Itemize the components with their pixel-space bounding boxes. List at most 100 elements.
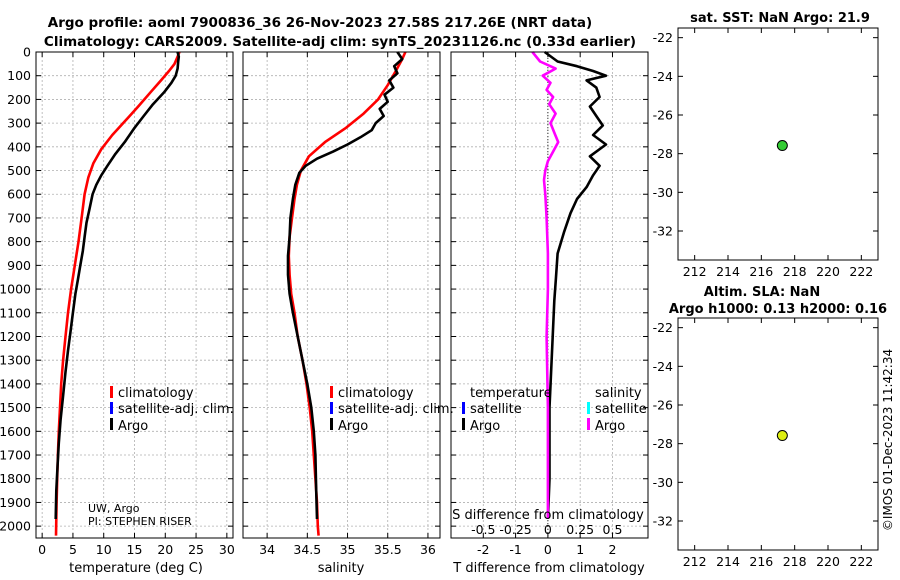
axes-frame (242, 51, 441, 539)
figure-title-line1: Argo profile: aoml 7900836_36 26-Nov-202… (48, 15, 592, 31)
altim-title-line2: Argo h1000: 0.13 h2000: 0.16 (669, 302, 887, 317)
map-frame (677, 317, 879, 551)
y-tick-label: 400 (7, 139, 31, 154)
x-tick-label: 15 (127, 542, 143, 557)
legend-t-argo-swatch (462, 418, 465, 430)
legend-s-argo-swatch (587, 418, 590, 430)
figure-title-line2: Climatology: CARS2009. Satellite-adj cli… (44, 34, 636, 50)
y-tick-label: 1500 (0, 400, 31, 415)
y-tick-label: 1100 (0, 305, 31, 320)
x-tick-label: 0 (544, 542, 552, 557)
y-tick-label: 1600 (0, 424, 31, 439)
y-tick-label: -24 (653, 69, 673, 84)
y-tick-label: -26 (653, 398, 673, 413)
y-tick-label: -32 (653, 514, 673, 529)
y-tick-label: -26 (653, 108, 673, 123)
x-tick-label: 222 (849, 554, 873, 569)
salinity-xlabel: salinity (318, 561, 365, 576)
legend-climatology-label: climatology (118, 386, 194, 401)
y-tick-label: 1200 (0, 329, 31, 344)
x-tick-label: 220 (816, 264, 840, 279)
legend-argo-label: Argo (118, 419, 148, 434)
x-tick-label: 216 (749, 554, 773, 569)
x-tick-label: 218 (783, 264, 807, 279)
y-tick-label: -22 (653, 30, 673, 45)
x-tick-label: 214 (716, 554, 740, 569)
y-tick-label: -22 (653, 320, 673, 335)
x-tick-label: -2 (477, 542, 489, 557)
legend-t-satellite-swatch (462, 402, 465, 414)
series-line-s-difference-argo- (531, 51, 560, 519)
y-tick-label: 600 (7, 187, 31, 202)
x-tick-label: 214 (716, 264, 740, 279)
legend-satellite-label: satellite-adj. clim. (338, 402, 454, 417)
sst-map-title: sat. SST: NaN Argo: 21.9 (690, 11, 870, 26)
x-tick-label: 34 (259, 542, 275, 557)
y-tick-label: -28 (653, 436, 673, 451)
difference-panel: -2 -1 0 1 2 -0.5 -0.25 0 0.25 0.5 (450, 50, 649, 557)
temperature-legend: climatology satellite-adj. clim. Argo (110, 386, 234, 434)
x-tick-label: 218 (783, 554, 807, 569)
y-tick-label: 300 (7, 116, 31, 131)
salinity-panel: 34 34.5 35 35.5 36 (242, 51, 441, 557)
y-tick-label: -32 (653, 224, 673, 239)
legend-temperature-header: temperature (470, 386, 552, 401)
legend-argo-swatch (330, 418, 333, 430)
y-tick-label: 1700 (0, 448, 31, 463)
credit-line2: PI: STEPHEN RISER (88, 515, 192, 528)
y-tick-label: 900 (7, 258, 31, 273)
y-tick-label: 100 (7, 68, 31, 83)
y-tick-label: -30 (653, 475, 673, 490)
difference-legend: temperature satellite Argo salinity sate… (462, 386, 647, 434)
legend-t-satellite-label: satellite (470, 402, 522, 417)
x-tick-label: 212 (683, 554, 707, 569)
legend-s-satellite-swatch (587, 402, 590, 414)
x-tick-label: 35.5 (374, 542, 402, 557)
temperature-panel: 0 5 10 15 20 25 300100200300400500600700800900… (0, 45, 235, 558)
y-tick-label: 1800 (0, 471, 31, 486)
x-tick-label: 34.5 (293, 542, 321, 557)
legend-t-argo-label: Argo (470, 419, 500, 434)
s-tick-label: 0.25 (566, 522, 594, 537)
legend-argo-label: Argo (338, 419, 368, 434)
difference-xlabel: T difference from climatology (452, 561, 645, 576)
salinity-legend: climatology satellite-adj. clim. Argo (330, 386, 454, 434)
s-tick-label: -0.5 (471, 522, 495, 537)
y-tick-label: 1900 (0, 495, 31, 510)
y-tick-label: 500 (7, 163, 31, 178)
difference-xlabel-top: S difference from climatology (452, 508, 644, 523)
y-tick-label: -28 (653, 146, 673, 161)
argo-location-point (776, 140, 788, 152)
s-tick-label: 0.5 (603, 522, 623, 537)
sst-map-panel: 212 214 216 218 220 222 -22 -24 -26 -28 -30 -32 (653, 27, 879, 279)
argo-location-point (776, 430, 788, 442)
x-tick-label: 35 (340, 542, 356, 557)
x-tick-label: 0 (38, 542, 46, 557)
x-tick-label: 1 (576, 542, 584, 557)
series-line-argo (54, 51, 181, 520)
legend-salinity-header: salinity (595, 386, 642, 401)
legend-climatology-label: climatology (338, 386, 414, 401)
y-tick-label: 1300 (0, 353, 31, 368)
legend-climatology-swatch (110, 386, 113, 398)
legend-argo-swatch (110, 418, 113, 430)
x-tick-label: 212 (683, 264, 707, 279)
credit-line1: UW, Argo (88, 502, 140, 515)
s-tick-label: -0.25 (499, 522, 531, 537)
x-tick-label: -1 (509, 542, 521, 557)
series-line-argo (286, 51, 404, 520)
sla-map-panel: 212 214 216 218 220 222 -22 -24 -26 -28 -30 -32 (653, 317, 879, 569)
y-tick-label: 1400 (0, 376, 31, 391)
x-tick-label: 25 (188, 542, 204, 557)
y-tick-label: 800 (7, 234, 31, 249)
y-tick-label: 1000 (0, 282, 31, 297)
legend-climatology-swatch (330, 386, 333, 398)
x-tick-label: 220 (816, 554, 840, 569)
series-line-t-difference-argo- (543, 50, 608, 520)
altim-title-line1: Altim. SLA: NaN (704, 285, 820, 300)
legend-satellite-label: satellite-adj. clim. (118, 402, 234, 417)
y-tick-label: -24 (653, 359, 673, 374)
x-tick-label: 36 (420, 542, 436, 557)
y-tick-label: 2000 (0, 519, 31, 534)
